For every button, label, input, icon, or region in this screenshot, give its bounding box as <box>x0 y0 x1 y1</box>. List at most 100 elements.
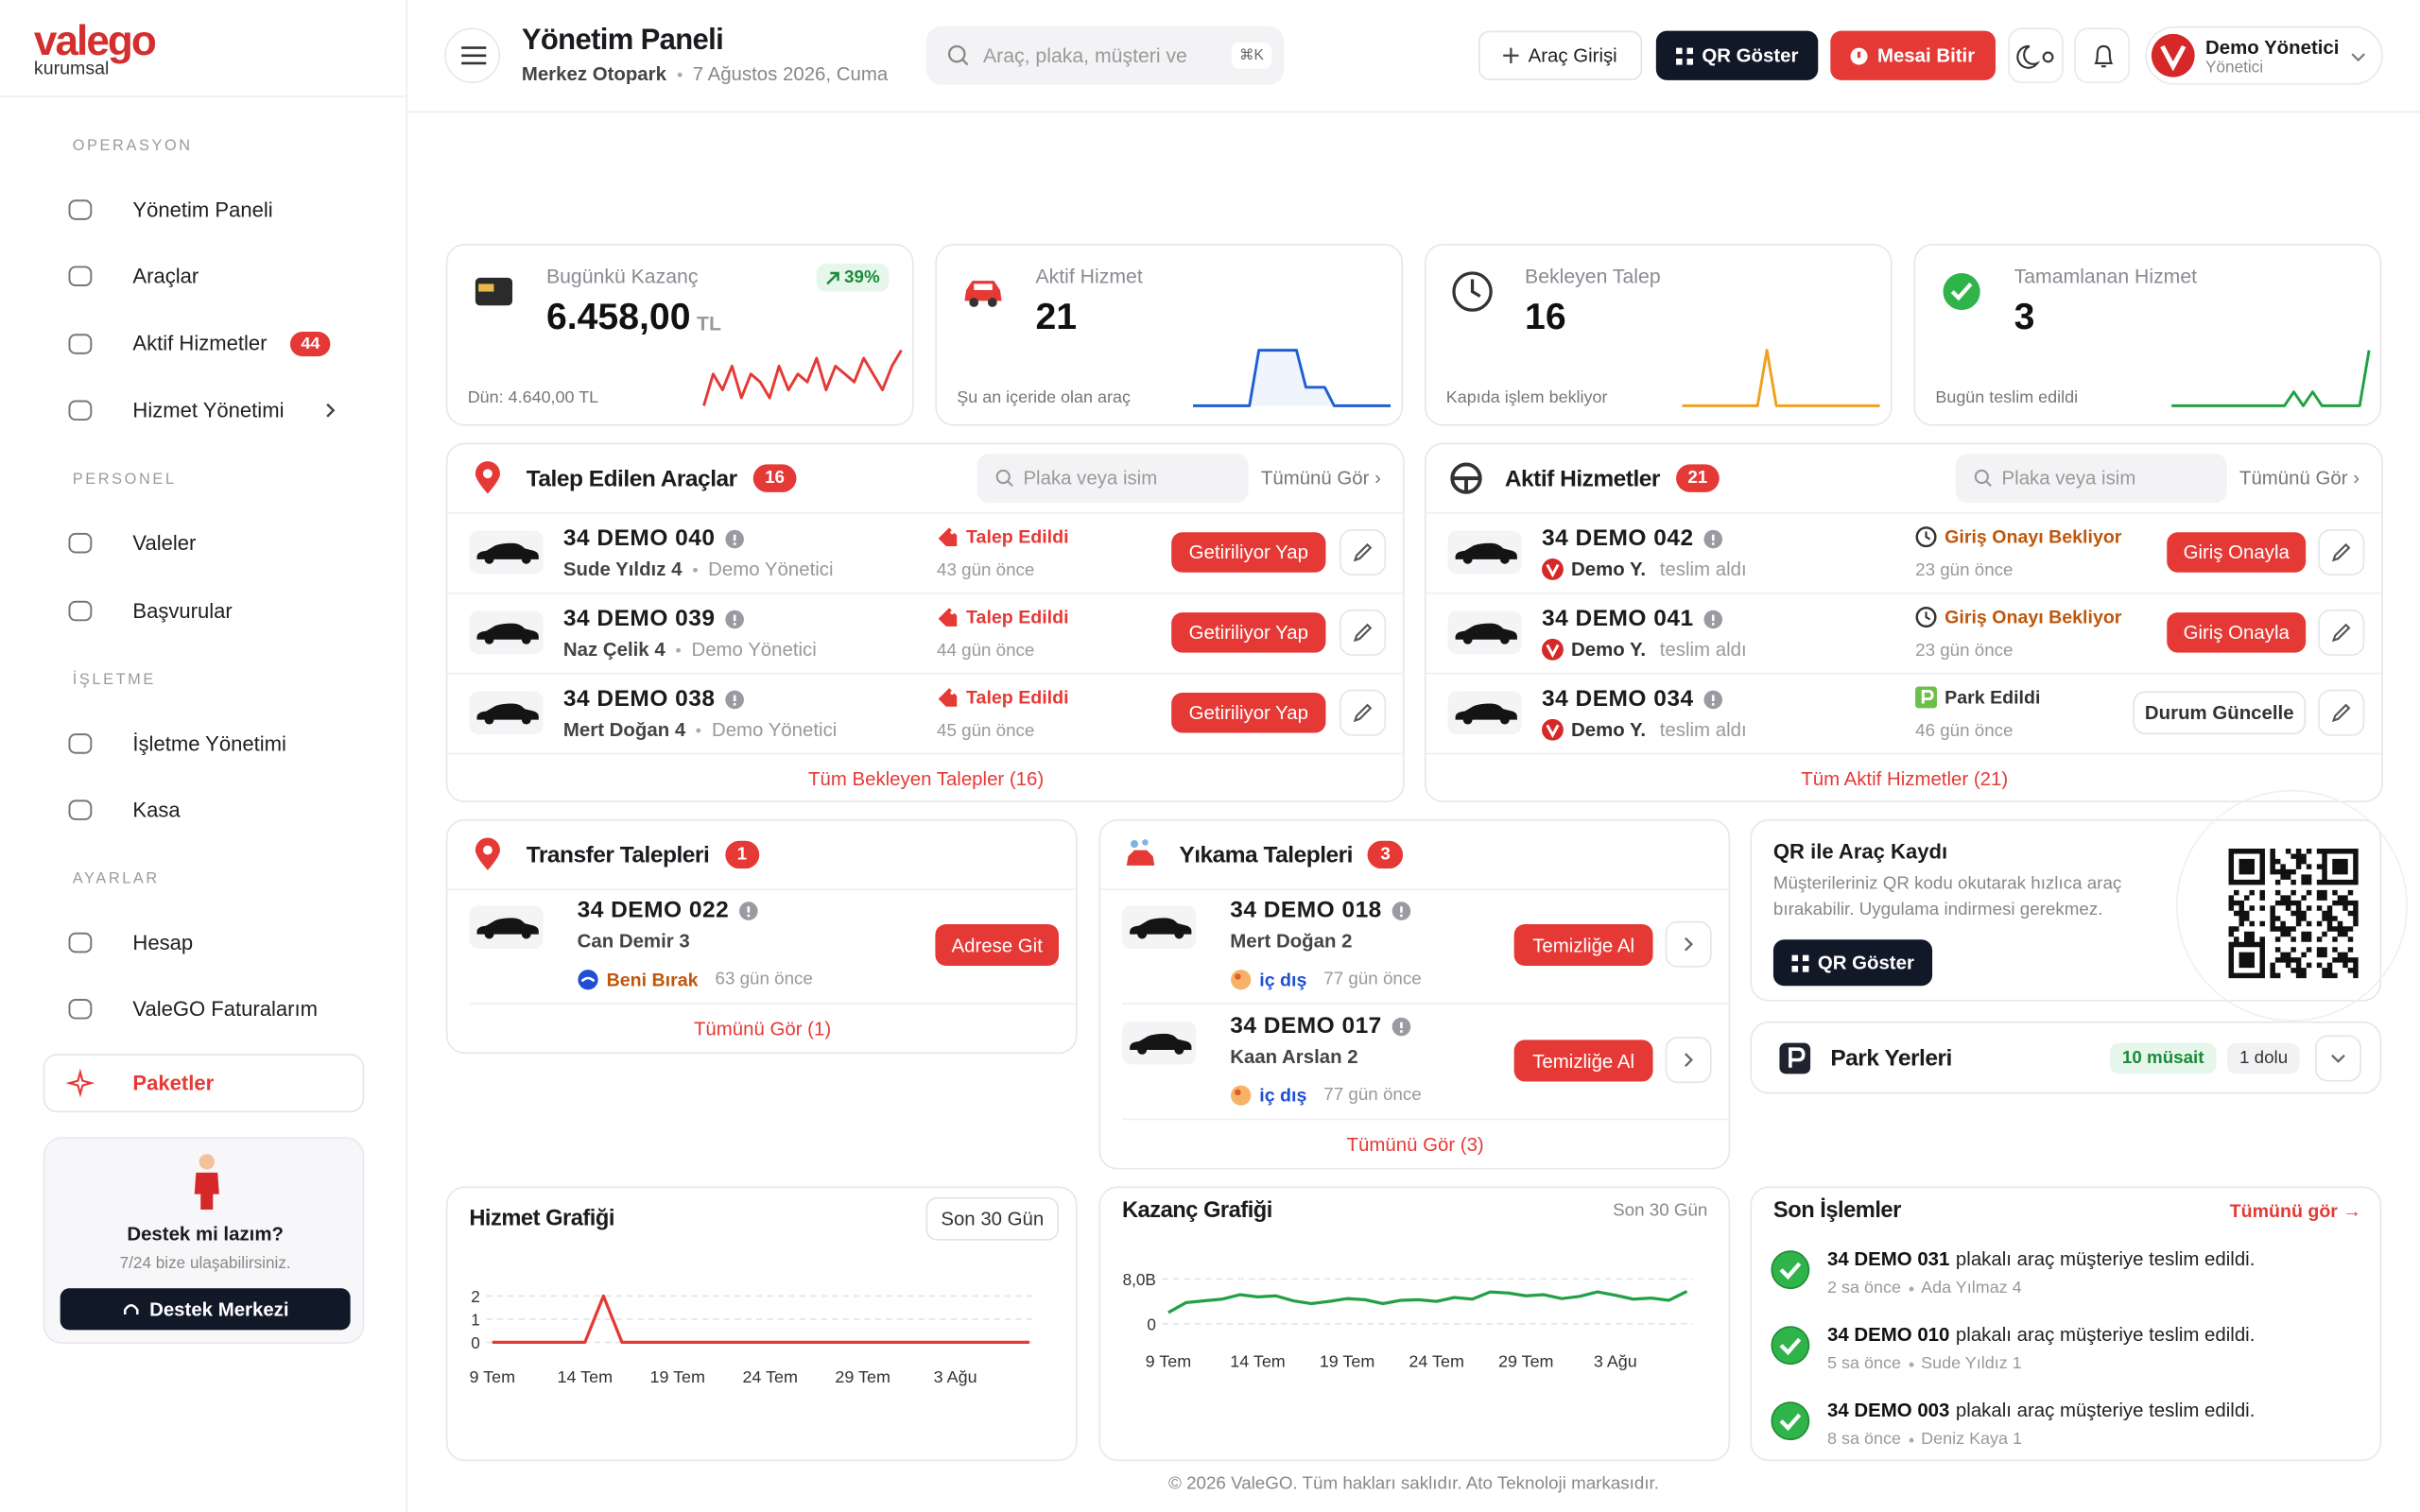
panel-search[interactable]: Plaka veya isim <box>977 453 1249 504</box>
nav-icon-shape <box>68 999 93 1021</box>
row-action[interactable]: Giriş Onayla <box>2167 612 2307 653</box>
icon-button[interactable] <box>1340 529 1387 576</box>
transfer-bg <box>578 970 598 990</box>
edit-icon <box>1353 703 1373 723</box>
panel-footer-link[interactable]: Tüm Aktif Hizmetler (21) <box>1801 768 2009 790</box>
kpi-car-window <box>974 284 993 290</box>
text: Demo Y. <box>1571 718 1647 741</box>
wash-icon <box>1231 970 1252 990</box>
icon-button[interactable] <box>2314 1035 2361 1082</box>
kpi-sparkline <box>702 349 903 406</box>
support-title: Destek mi lazım? <box>127 1223 284 1246</box>
panel-icon <box>1450 462 1482 494</box>
nav-featured[interactable] <box>43 1054 365 1113</box>
row-tag: Beni Bırak 63 gün önce <box>578 969 813 990</box>
car-body <box>1130 1033 1192 1051</box>
nav-item[interactable] <box>46 917 364 970</box>
chart-line <box>492 1294 1029 1345</box>
wash-bubble <box>1235 973 1241 980</box>
tag-icon <box>938 527 958 546</box>
header-button[interactable]: Mesai Bitir <box>1830 30 1996 80</box>
panel-search[interactable]: Plaka veya isim <box>1955 453 2227 504</box>
row-action[interactable]: Getiriliyor Yap <box>1171 532 1326 573</box>
theme-toggle[interactable] <box>2008 27 2064 84</box>
text: 77 gün önce <box>1323 1086 1422 1105</box>
kpi-unit: TL <box>697 310 721 335</box>
row-action[interactable]: Giriş Onayla <box>2167 532 2307 573</box>
text: Ada Yılmaz 4 <box>1921 1279 2022 1298</box>
pin-dot <box>483 845 493 855</box>
chevron-icon <box>326 404 336 418</box>
icon-button[interactable] <box>2318 609 2365 656</box>
nav-icon <box>68 600 93 621</box>
icon-button[interactable] <box>1340 689 1387 736</box>
row-action[interactable]: Getiriliyor Yap <box>1171 612 1326 653</box>
see-all-link[interactable]: Tümünü Gör › <box>2238 467 2360 490</box>
nav-item[interactable] <box>46 517 364 570</box>
transfer-mark <box>580 976 596 983</box>
support-button[interactable]: Destek Merkezi <box>60 1288 351 1331</box>
nav-featured-label: Paketler <box>132 1071 215 1095</box>
row-tag: iç dış 77 gün önce <box>1230 969 1422 990</box>
icon-button[interactable] <box>2318 529 2365 576</box>
wheel <box>1137 929 1148 939</box>
panel-footer-link[interactable]: Tümünü Gör (3) <box>1346 1134 1484 1156</box>
qr-icon <box>1791 954 1809 971</box>
kpi-value-line: 3 <box>2014 296 2035 339</box>
separator-dot <box>1909 1285 1914 1291</box>
wheel <box>1174 1045 1184 1055</box>
notifications[interactable] <box>2074 27 2131 84</box>
nav-label: Araçlar <box>132 265 199 289</box>
nav-item[interactable] <box>46 250 364 303</box>
nav-icon-shape <box>68 732 93 754</box>
panel-footer-link[interactable]: Tüm Bekleyen Talepler (16) <box>807 768 1045 790</box>
see-all-link[interactable]: Tümünü Gör › <box>1260 467 1381 490</box>
search-box[interactable]: Araç, plaka, müşteri ve ⌘K <box>925 26 1285 85</box>
info-icon <box>725 689 745 709</box>
icon-button[interactable] <box>1665 1037 1712 1084</box>
count-badge: 1 <box>724 840 760 869</box>
handle <box>961 59 969 66</box>
lens <box>1974 469 1989 485</box>
text: 8 sa önce <box>1827 1430 1901 1450</box>
plate: 34 DEMO 017 <box>1230 1013 1411 1040</box>
icon-button[interactable] <box>1665 920 1712 968</box>
kpi-value: 3 <box>2014 296 2035 338</box>
icon-button[interactable] <box>1340 609 1387 656</box>
header-button[interactable]: QR Göster <box>1655 30 1819 80</box>
text: teslim aldı <box>1659 558 1747 580</box>
recent-text: 34 DEMO 010 plakalı araç müşteriye teslim… <box>1827 1324 2255 1346</box>
x-tick-label: 24 Tem <box>742 1367 798 1386</box>
button-label: QR Göster <box>1817 952 1914 974</box>
tag-hole <box>950 530 955 535</box>
wheel <box>1499 714 1510 725</box>
row-action[interactable]: Temizliğe Al <box>1513 1040 1653 1082</box>
nav-item[interactable] <box>46 783 364 836</box>
chart-range[interactable]: Son 30 Gün <box>925 1196 1059 1241</box>
kpi-card: Aktif Hizmet 21 Şu an içeride olan araç <box>935 243 1404 426</box>
row-action[interactable]: Adrese Git <box>935 923 1059 967</box>
panel-footer-link[interactable]: Tümünü Gör (1) <box>693 1018 832 1040</box>
user-avatar <box>2151 33 2195 77</box>
separator-dot <box>676 646 682 652</box>
header-button[interactable]: Araç Girişi <box>1478 30 1643 80</box>
nav-section-title: PERSONEL <box>72 472 177 490</box>
text: Deniz Kaya 1 <box>1921 1430 2023 1450</box>
chevron-right-icon <box>1685 1053 1694 1067</box>
icon-button[interactable] <box>2318 689 2365 736</box>
text: Demo Y. <box>1571 638 1647 661</box>
nav-label: Hizmet Yönetimi <box>132 399 285 422</box>
page-subtitle: Merkez Otopark 7 Ağustos 2026, Cuma <box>522 63 888 85</box>
row-action[interactable]: Temizliğe Al <box>1513 923 1653 967</box>
wheel <box>1462 554 1473 564</box>
menu-button[interactable] <box>444 27 500 84</box>
panel-icon <box>1126 839 1155 866</box>
row-action[interactable]: Durum Güncelle <box>2133 691 2307 735</box>
qr-button[interactable]: QR Göster <box>1772 939 1933 987</box>
see-all-link[interactable]: Tümünü gör → <box>2229 1200 2361 1223</box>
user-menu[interactable]: Demo Yönetici Yönetici <box>2145 26 2383 85</box>
panel-icon <box>475 461 500 494</box>
wheel <box>484 554 494 564</box>
row-action[interactable]: Getiriliyor Yap <box>1171 693 1326 733</box>
